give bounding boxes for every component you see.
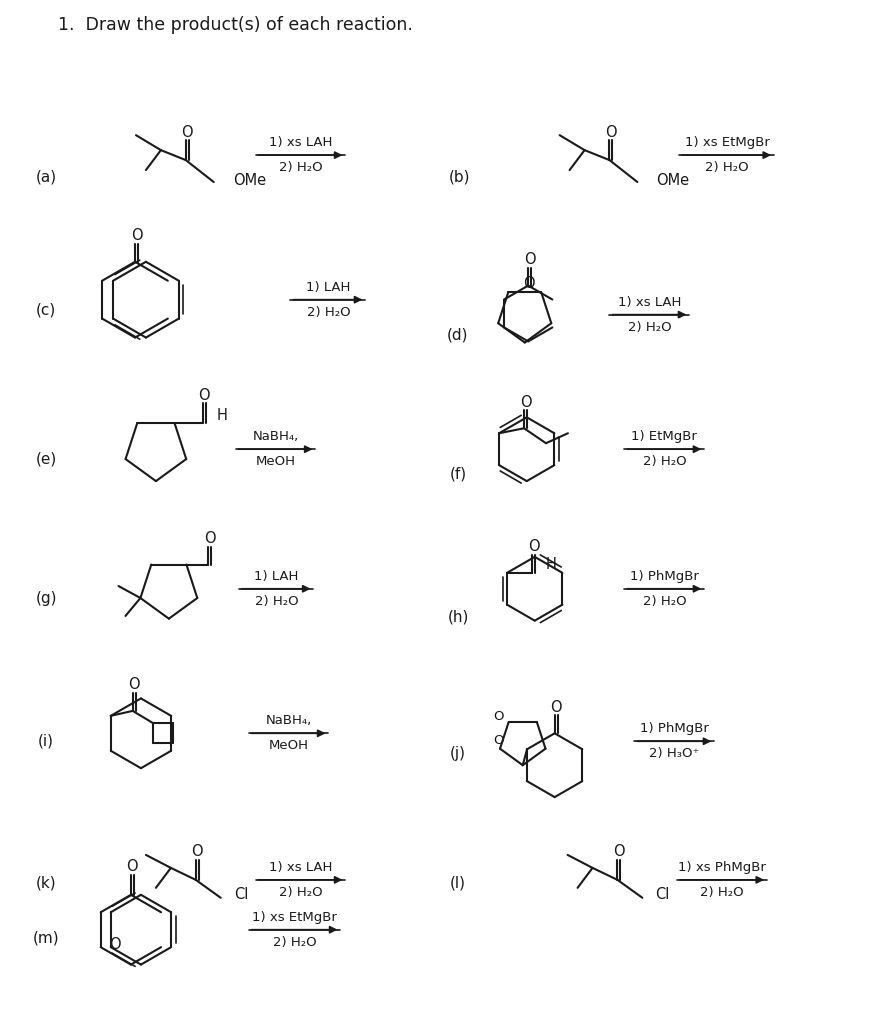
- Text: 2) H₂O: 2) H₂O: [627, 321, 671, 334]
- Text: 1) xs LAH: 1) xs LAH: [269, 861, 332, 873]
- Text: O: O: [204, 531, 216, 546]
- Text: (i): (i): [38, 734, 54, 749]
- Text: 2) H₂O: 2) H₂O: [279, 161, 323, 174]
- Text: 2) H₂O: 2) H₂O: [255, 595, 298, 607]
- Text: (l): (l): [450, 876, 466, 890]
- Text: 1) PhMgBr: 1) PhMgBr: [630, 569, 699, 583]
- Text: H: H: [546, 557, 557, 572]
- Text: 1) EtMgBr: 1) EtMgBr: [632, 430, 698, 443]
- Text: 2) H₂O: 2) H₂O: [642, 595, 686, 607]
- Text: O: O: [494, 711, 503, 723]
- Text: 2) H₃O⁺: 2) H₃O⁺: [650, 748, 699, 760]
- Text: O: O: [551, 699, 562, 715]
- Text: (f): (f): [449, 467, 467, 481]
- Text: OMe: OMe: [233, 172, 266, 187]
- Text: O: O: [109, 937, 120, 951]
- Text: 2) H₂O: 2) H₂O: [700, 886, 744, 899]
- Text: (a): (a): [36, 170, 57, 184]
- Text: NaBH₄,: NaBH₄,: [266, 715, 312, 727]
- Text: O: O: [519, 395, 531, 410]
- Text: O: O: [128, 678, 140, 692]
- Text: 1) xs LAH: 1) xs LAH: [617, 296, 681, 308]
- Text: 1) xs EtMgBr: 1) xs EtMgBr: [252, 910, 337, 924]
- Text: O: O: [131, 228, 143, 244]
- Text: O: O: [605, 125, 617, 139]
- Text: O: O: [524, 252, 535, 267]
- Text: (k): (k): [36, 876, 56, 890]
- Text: Cl: Cl: [656, 888, 670, 902]
- Text: (m): (m): [33, 930, 60, 945]
- Text: O: O: [527, 540, 539, 554]
- Text: MeOH: MeOH: [256, 456, 296, 468]
- Text: 2) H₂O: 2) H₂O: [279, 886, 323, 899]
- Text: 1) LAH: 1) LAH: [254, 569, 298, 583]
- Text: OMe: OMe: [657, 172, 690, 187]
- Text: 1) PhMgBr: 1) PhMgBr: [640, 722, 708, 735]
- Text: (c): (c): [37, 302, 56, 317]
- Text: H: H: [217, 408, 227, 423]
- Text: (e): (e): [36, 452, 57, 467]
- Text: Cl: Cl: [233, 888, 248, 902]
- Text: (h): (h): [447, 609, 469, 625]
- Text: NaBH₄,: NaBH₄,: [252, 430, 298, 443]
- Text: O: O: [199, 388, 210, 403]
- Text: O: O: [523, 276, 535, 291]
- Text: O: O: [613, 845, 625, 859]
- Text: (g): (g): [36, 591, 57, 606]
- Text: (d): (d): [447, 327, 469, 342]
- Text: MeOH: MeOH: [268, 739, 308, 753]
- Text: 1) LAH: 1) LAH: [307, 281, 350, 294]
- Text: (j): (j): [450, 745, 466, 761]
- Text: 1) xs PhMgBr: 1) xs PhMgBr: [678, 861, 766, 873]
- Text: 1) xs EtMgBr: 1) xs EtMgBr: [684, 136, 770, 150]
- Text: 2) H₂O: 2) H₂O: [273, 936, 316, 948]
- Text: 2) H₂O: 2) H₂O: [307, 305, 350, 318]
- Text: O: O: [127, 859, 138, 874]
- Text: 1) xs LAH: 1) xs LAH: [269, 136, 332, 150]
- Text: 2) H₂O: 2) H₂O: [642, 456, 686, 468]
- Text: 2) H₂O: 2) H₂O: [706, 161, 749, 174]
- Text: O: O: [182, 125, 193, 139]
- Text: O: O: [192, 845, 203, 859]
- Text: O: O: [493, 734, 503, 748]
- Text: (b): (b): [449, 170, 470, 184]
- Text: 1.  Draw the product(s) of each reaction.: 1. Draw the product(s) of each reaction.: [58, 15, 413, 34]
